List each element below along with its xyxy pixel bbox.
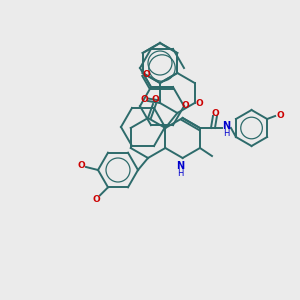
Text: O: O: [77, 160, 85, 169]
Text: N: N: [222, 121, 230, 131]
Text: H: H: [178, 169, 184, 178]
Text: O: O: [196, 98, 203, 107]
Text: O: O: [142, 70, 150, 80]
Text: O: O: [140, 95, 148, 104]
Text: N: N: [177, 161, 185, 171]
Text: O: O: [276, 110, 284, 119]
Text: H: H: [223, 128, 229, 137]
Text: O: O: [151, 95, 159, 104]
Text: O: O: [211, 109, 219, 118]
Text: O: O: [92, 195, 100, 204]
Text: O: O: [181, 100, 189, 109]
